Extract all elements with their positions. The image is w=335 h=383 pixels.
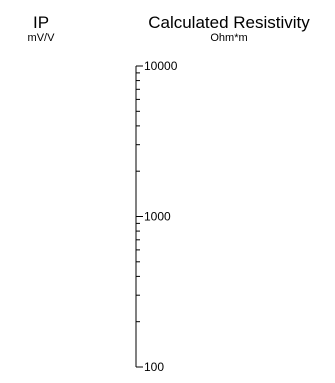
ip-column-unit: mV/V xyxy=(27,32,55,44)
tick-label: 10000 xyxy=(144,59,178,73)
resistivity-column-unit: Ohm*m xyxy=(210,32,248,44)
ip-column-title: IP xyxy=(32,13,50,32)
axis-tick-labels: 10000 1000 100 xyxy=(144,59,178,374)
resistivity-column-title: Calculated Resistivity xyxy=(148,13,310,32)
axis-ticks xyxy=(136,65,143,368)
tick-label: 100 xyxy=(144,360,164,374)
tick-label: 1000 xyxy=(144,210,171,224)
